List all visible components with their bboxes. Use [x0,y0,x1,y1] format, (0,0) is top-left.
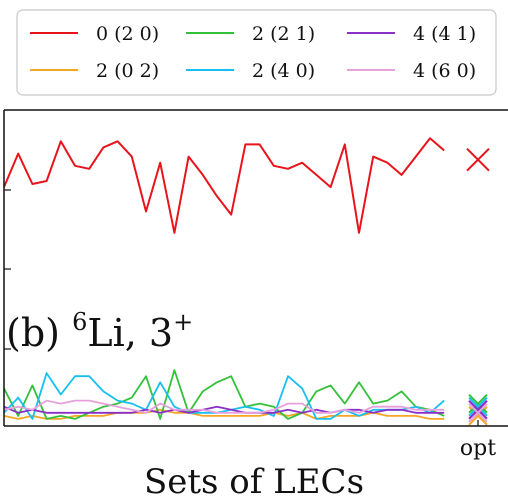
series-line-3 [3,372,445,420]
legend-label-1: 2 (0 2) [96,60,159,82]
opt-marker-3 [468,396,488,417]
plot-area [3,109,508,427]
opt-marker-2 [468,393,488,414]
legend-frame [16,9,497,96]
series-line-1 [3,408,445,420]
series-line-0 [3,137,445,234]
legend-label-0: 0 (2 0) [96,23,159,45]
series-line-5 [3,399,445,414]
annotation: (b) 6Li, 3+ [6,308,193,355]
x-axis-title: Sets of LECs [144,462,364,501]
legend: 0 (2 0) 2 (0 2) 2 (2 1) 2 (4 0) 4 (4 1) 4 (6 … [16,9,497,96]
series-line-4 [3,405,445,414]
legend-label-2: 2 (2 1) [252,23,315,45]
legend-label-3: 2 (4 0) [252,60,315,82]
legend-label-4: 4 (4 1) [413,23,476,45]
legend-label-5: 4 (6 0) [413,60,476,82]
series-line-2 [3,369,445,420]
x-tick-label-opt: opt [460,436,496,461]
opt-marker-0 [466,147,490,172]
opt-marker-5 [468,403,488,423]
opt-marker-4 [468,400,488,420]
y-ticks [4,189,11,350]
